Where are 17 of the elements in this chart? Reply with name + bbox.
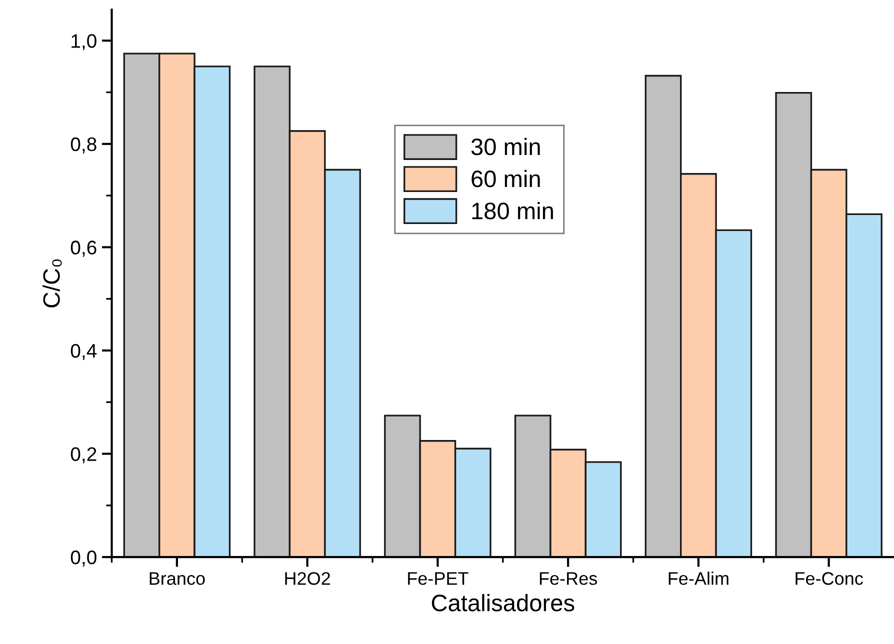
legend-label: 60 min bbox=[472, 170, 540, 188]
x-tick-label: Branco bbox=[150, 572, 205, 585]
y-tick-label: 0,2 bbox=[70, 447, 96, 464]
y-tick-label: 0,4 bbox=[70, 344, 97, 360]
x-axis-title: Catalisadores bbox=[432, 594, 574, 612]
y-axis-title: C/C₀ bbox=[42, 259, 62, 308]
x-tick-label: Fe-Alim bbox=[668, 572, 728, 585]
y-tick-label: 0,0 bbox=[70, 550, 96, 567]
legend-label: 30 min bbox=[471, 138, 540, 156]
y-tick-label: 0,6 bbox=[70, 240, 96, 257]
y-tick-label: 0,8 bbox=[70, 137, 96, 154]
x-tick-label: Fe-Conc bbox=[796, 572, 863, 585]
x-tick-label: Fe-Res bbox=[540, 572, 598, 585]
legend-label: 180 min bbox=[472, 202, 553, 220]
x-tick-label: Fe-PET bbox=[408, 572, 468, 585]
x-tick-label: H2O2 bbox=[285, 572, 330, 585]
y-tick-label: 1,0 bbox=[72, 34, 96, 50]
